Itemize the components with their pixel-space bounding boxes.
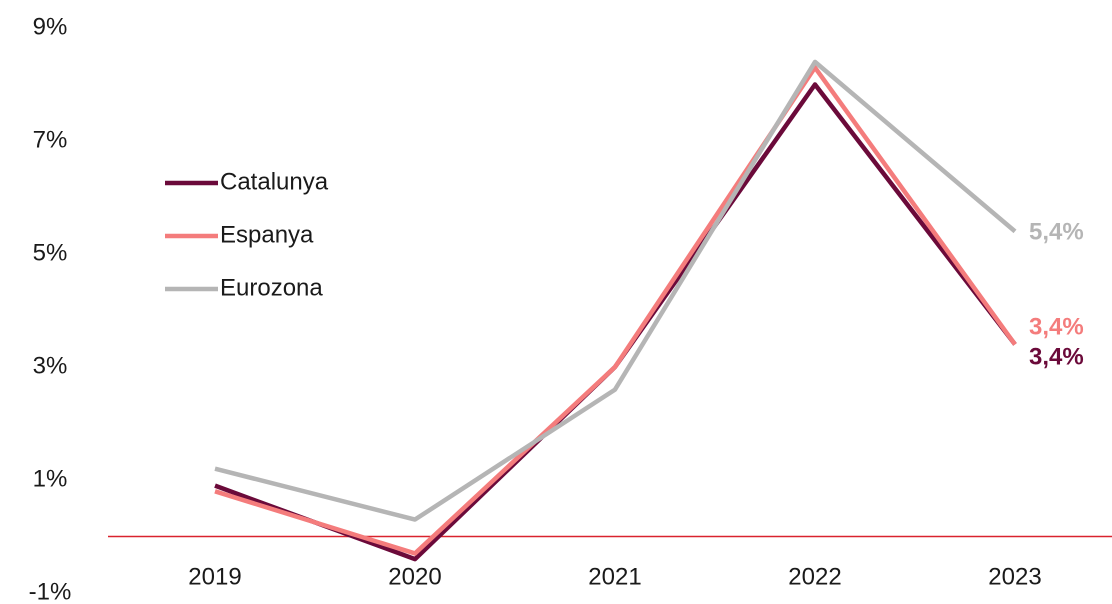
x-tick-label: 2023 xyxy=(988,563,1041,590)
data-label: 3,4% xyxy=(1029,344,1084,371)
y-tick-label: -1% xyxy=(29,578,72,604)
y-tick-label: 9% xyxy=(33,13,68,40)
data-label: 5,4% xyxy=(1029,219,1084,246)
y-tick-label: 5% xyxy=(33,239,68,266)
legend-label: Catalunya xyxy=(220,168,329,195)
y-tick-label: 3% xyxy=(33,352,68,379)
y-tick-label: 1% xyxy=(33,465,68,492)
series-line xyxy=(214,65,1017,556)
legend-label: Espanya xyxy=(220,221,314,248)
x-tick-label: 2019 xyxy=(188,563,241,590)
series-line xyxy=(214,82,1017,562)
legend-label: Eurozona xyxy=(220,274,323,301)
x-tick-label: 2020 xyxy=(388,563,441,590)
series-line xyxy=(214,59,1017,522)
data-label: 3,4% xyxy=(1029,314,1084,341)
x-tick-label: 2022 xyxy=(788,563,841,590)
y-tick-label: 7% xyxy=(33,126,68,153)
x-tick-label: 2021 xyxy=(588,563,641,590)
